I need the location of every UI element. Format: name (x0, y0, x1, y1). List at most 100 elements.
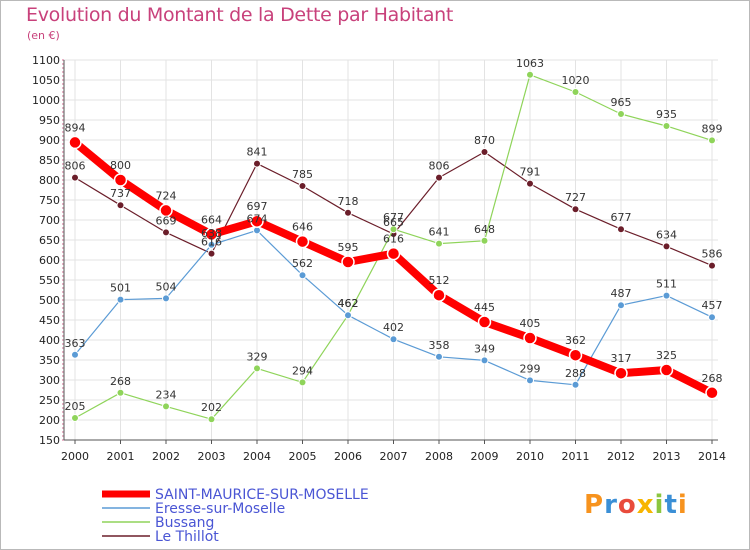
series-bussang (71, 70, 716, 424)
data-label: 504 (156, 280, 177, 293)
data-label: 648 (474, 223, 495, 236)
data-label: 501 (110, 282, 131, 295)
y-tick-label: 200 (39, 414, 60, 427)
data-label: 634 (656, 228, 677, 241)
data-label: 299 (520, 362, 541, 375)
data-label: 800 (110, 159, 131, 172)
data-label: 677 (611, 211, 632, 224)
data-point (662, 122, 671, 130)
data-label: 234 (156, 388, 177, 401)
y-tick-label: 1000 (32, 94, 60, 107)
data-label: 363 (65, 337, 86, 350)
data-point (708, 136, 716, 145)
data-point (344, 311, 352, 320)
y-tick-label: 650 (39, 234, 60, 247)
proxiti-logo: Proxiti (584, 490, 688, 520)
data-label: 462 (338, 297, 359, 310)
data-point (526, 179, 534, 188)
data-point (344, 208, 352, 217)
x-tick-label: 2008 (425, 450, 453, 463)
y-tick-label: 600 (39, 254, 60, 267)
data-point (480, 236, 489, 245)
data-point (571, 380, 580, 389)
series-eresse-sur-moselle (71, 226, 716, 389)
data-label: 457 (702, 299, 723, 312)
data-label: 785 (292, 168, 313, 181)
x-tick-label: 2003 (198, 450, 226, 463)
data-label: 445 (474, 301, 495, 314)
y-tick-label: 750 (39, 194, 60, 207)
data-label: 205 (65, 400, 86, 413)
data-point (617, 301, 625, 310)
data-label: 358 (429, 339, 450, 352)
data-label: 899 (702, 122, 723, 135)
logo-letter: o (617, 490, 637, 520)
data-label: 268 (702, 372, 723, 385)
legend-label-le-thillot: Le Thillot (155, 529, 219, 545)
data-point (162, 294, 170, 303)
data-label: 677 (383, 211, 404, 224)
data-point (659, 363, 674, 377)
data-label: 402 (383, 321, 404, 334)
y-tick-label: 250 (39, 394, 60, 407)
data-point (477, 315, 492, 329)
logo-letter: t (664, 490, 678, 520)
series-le-thillot (71, 148, 716, 270)
data-label: 595 (338, 241, 359, 254)
data-label: 697 (247, 200, 268, 213)
data-label: 511 (656, 278, 677, 291)
data-point (480, 148, 489, 156)
data-point (389, 335, 398, 344)
data-label: 586 (702, 248, 723, 261)
data-point (253, 159, 261, 168)
data-label: 616 (201, 236, 222, 249)
data-label: 562 (292, 257, 313, 270)
data-label: 791 (520, 166, 541, 179)
x-tick-label: 2006 (334, 450, 362, 463)
data-label: 202 (201, 401, 222, 414)
data-label: 638 (201, 227, 222, 240)
data-label: 349 (474, 342, 495, 355)
data-point (389, 225, 398, 234)
data-point (617, 110, 625, 118)
data-point (386, 246, 401, 261)
data-point (298, 182, 307, 190)
y-tick-label: 950 (39, 114, 60, 127)
y-tick-label: 150 (39, 434, 60, 447)
axis-layer: 150 200 250 300 350 400 450 500 550 600 650 700 750 8… (32, 54, 726, 463)
chart-title: Evolution du Montant de la Dette par Hab… (26, 4, 454, 26)
x-tick-label: 2013 (653, 450, 681, 463)
data-point (71, 173, 79, 182)
series-saint-maurice-sur-moselle (68, 135, 719, 400)
y-tick-label: 550 (39, 274, 60, 287)
data-label: 935 (656, 108, 677, 121)
data-label: 325 (656, 349, 677, 362)
y-tick-label: 1100 (32, 54, 60, 67)
data-label: 806 (429, 160, 450, 173)
data-label: 1020 (562, 74, 590, 87)
data-point (68, 135, 82, 150)
legend-label-saint-maurice-sur-moselle: SAINT-MAURICE-SUR-MOSELLE (155, 487, 369, 503)
logo-letter: x (636, 490, 655, 520)
data-label: 462 (338, 297, 359, 310)
data-label-layer: 806 737 669 616 841 785 718 665 806 870 791 727 677 6… (65, 57, 723, 414)
legend-label-bussang: Bussang (155, 515, 214, 531)
data-point (526, 376, 534, 385)
data-point (253, 364, 261, 373)
data-point (204, 227, 219, 242)
data-point (207, 249, 216, 258)
data-point (116, 388, 125, 397)
data-point (523, 331, 537, 345)
y-tick-label: 850 (39, 154, 60, 167)
data-label: 724 (156, 189, 177, 202)
y-tick-label: 700 (39, 214, 60, 227)
data-label: 727 (565, 191, 586, 204)
data-point (708, 261, 716, 270)
y-tick-label: 350 (39, 354, 60, 367)
data-label: 718 (338, 195, 359, 208)
data-point (568, 348, 583, 362)
data-label: 362 (565, 334, 586, 347)
data-label: 641 (429, 226, 450, 239)
data-point (571, 205, 580, 214)
data-label: 268 (110, 375, 131, 388)
